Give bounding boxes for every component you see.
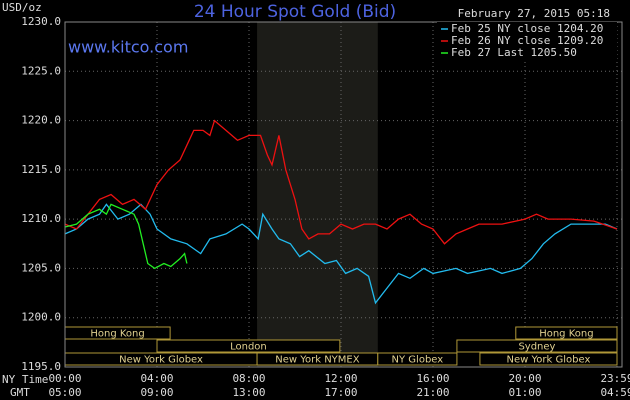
x-tick-label: 00:00	[48, 372, 81, 385]
plot-frame	[64, 21, 623, 368]
session-label: NY Globex	[392, 355, 444, 366]
chart-title: 24 Hour Spot Gold (Bid)	[194, 2, 396, 22]
y-tick-label: 1215.0	[21, 163, 61, 176]
session-label: Hong Kong	[90, 329, 144, 340]
x-tick-label: 04:00	[140, 372, 173, 385]
watermark: www.kitco.com	[68, 38, 188, 57]
plot-background	[257, 22, 378, 367]
legend-label: Feb 25 NY close 1204.20	[451, 22, 603, 35]
x-tick-label: 16:00	[416, 372, 449, 385]
y-tick-label: 1200.0	[21, 311, 61, 324]
series-line	[64, 203, 188, 270]
x-tick-label-gmt: 13:00	[232, 386, 265, 399]
x-tick-label-gmt: 09:00	[140, 386, 173, 399]
session-label: New York Globex	[507, 355, 591, 366]
x-row-label: GMT	[10, 386, 30, 399]
x-tick-label-gmt: 21:00	[416, 386, 449, 399]
y-tick-label: 1205.0	[21, 261, 61, 274]
legend-label: Feb 26 NY close 1209.20	[451, 34, 603, 47]
y-tick-label: 1210.0	[21, 212, 61, 225]
nymex-shade	[257, 22, 378, 367]
sessions: Hong Kong Hong Kong London Sydney New York G…	[64, 326, 618, 366]
session-label: New York NYMEX	[275, 355, 360, 366]
y-tick-label: 1230.0	[21, 15, 61, 28]
x-tick-label: 20:00	[508, 372, 541, 385]
x-tick-label-gmt: 05:00	[48, 386, 81, 399]
x-tick-label: 08:00	[232, 372, 265, 385]
timestamp: February 27, 2015 05:18	[458, 7, 610, 20]
session-label: New York Globex	[119, 355, 203, 366]
series-line	[64, 119, 618, 245]
session-bar	[377, 352, 458, 366]
legend-box	[437, 22, 617, 62]
x-row-label: NY Time	[2, 373, 48, 386]
lines	[64, 119, 618, 305]
y-axis-label: USD/oz	[2, 1, 42, 14]
x-tick-label-gmt: 04:59	[600, 386, 630, 399]
session-bar	[515, 326, 618, 340]
session-bar	[156, 339, 341, 353]
session-bar	[456, 339, 618, 353]
session-bar	[479, 352, 618, 366]
x-tick-label: 23:59	[600, 372, 630, 385]
x-tick-label: 12:00	[324, 372, 357, 385]
session-label: Hong Kong	[539, 329, 593, 340]
series-line	[64, 203, 618, 305]
y-tick-label: 1220.0	[21, 114, 61, 127]
x-tick-label-gmt: 17:00	[324, 386, 357, 399]
y-tick-label: 1195.0	[21, 360, 61, 373]
y-tick-label: 1225.0	[21, 64, 61, 77]
session-label: Sydney	[518, 342, 555, 353]
x-tick-label-gmt: 01:00	[508, 386, 541, 399]
legend-label: Feb 27 Last 1205.50	[451, 46, 577, 59]
session-label: London	[230, 342, 267, 353]
